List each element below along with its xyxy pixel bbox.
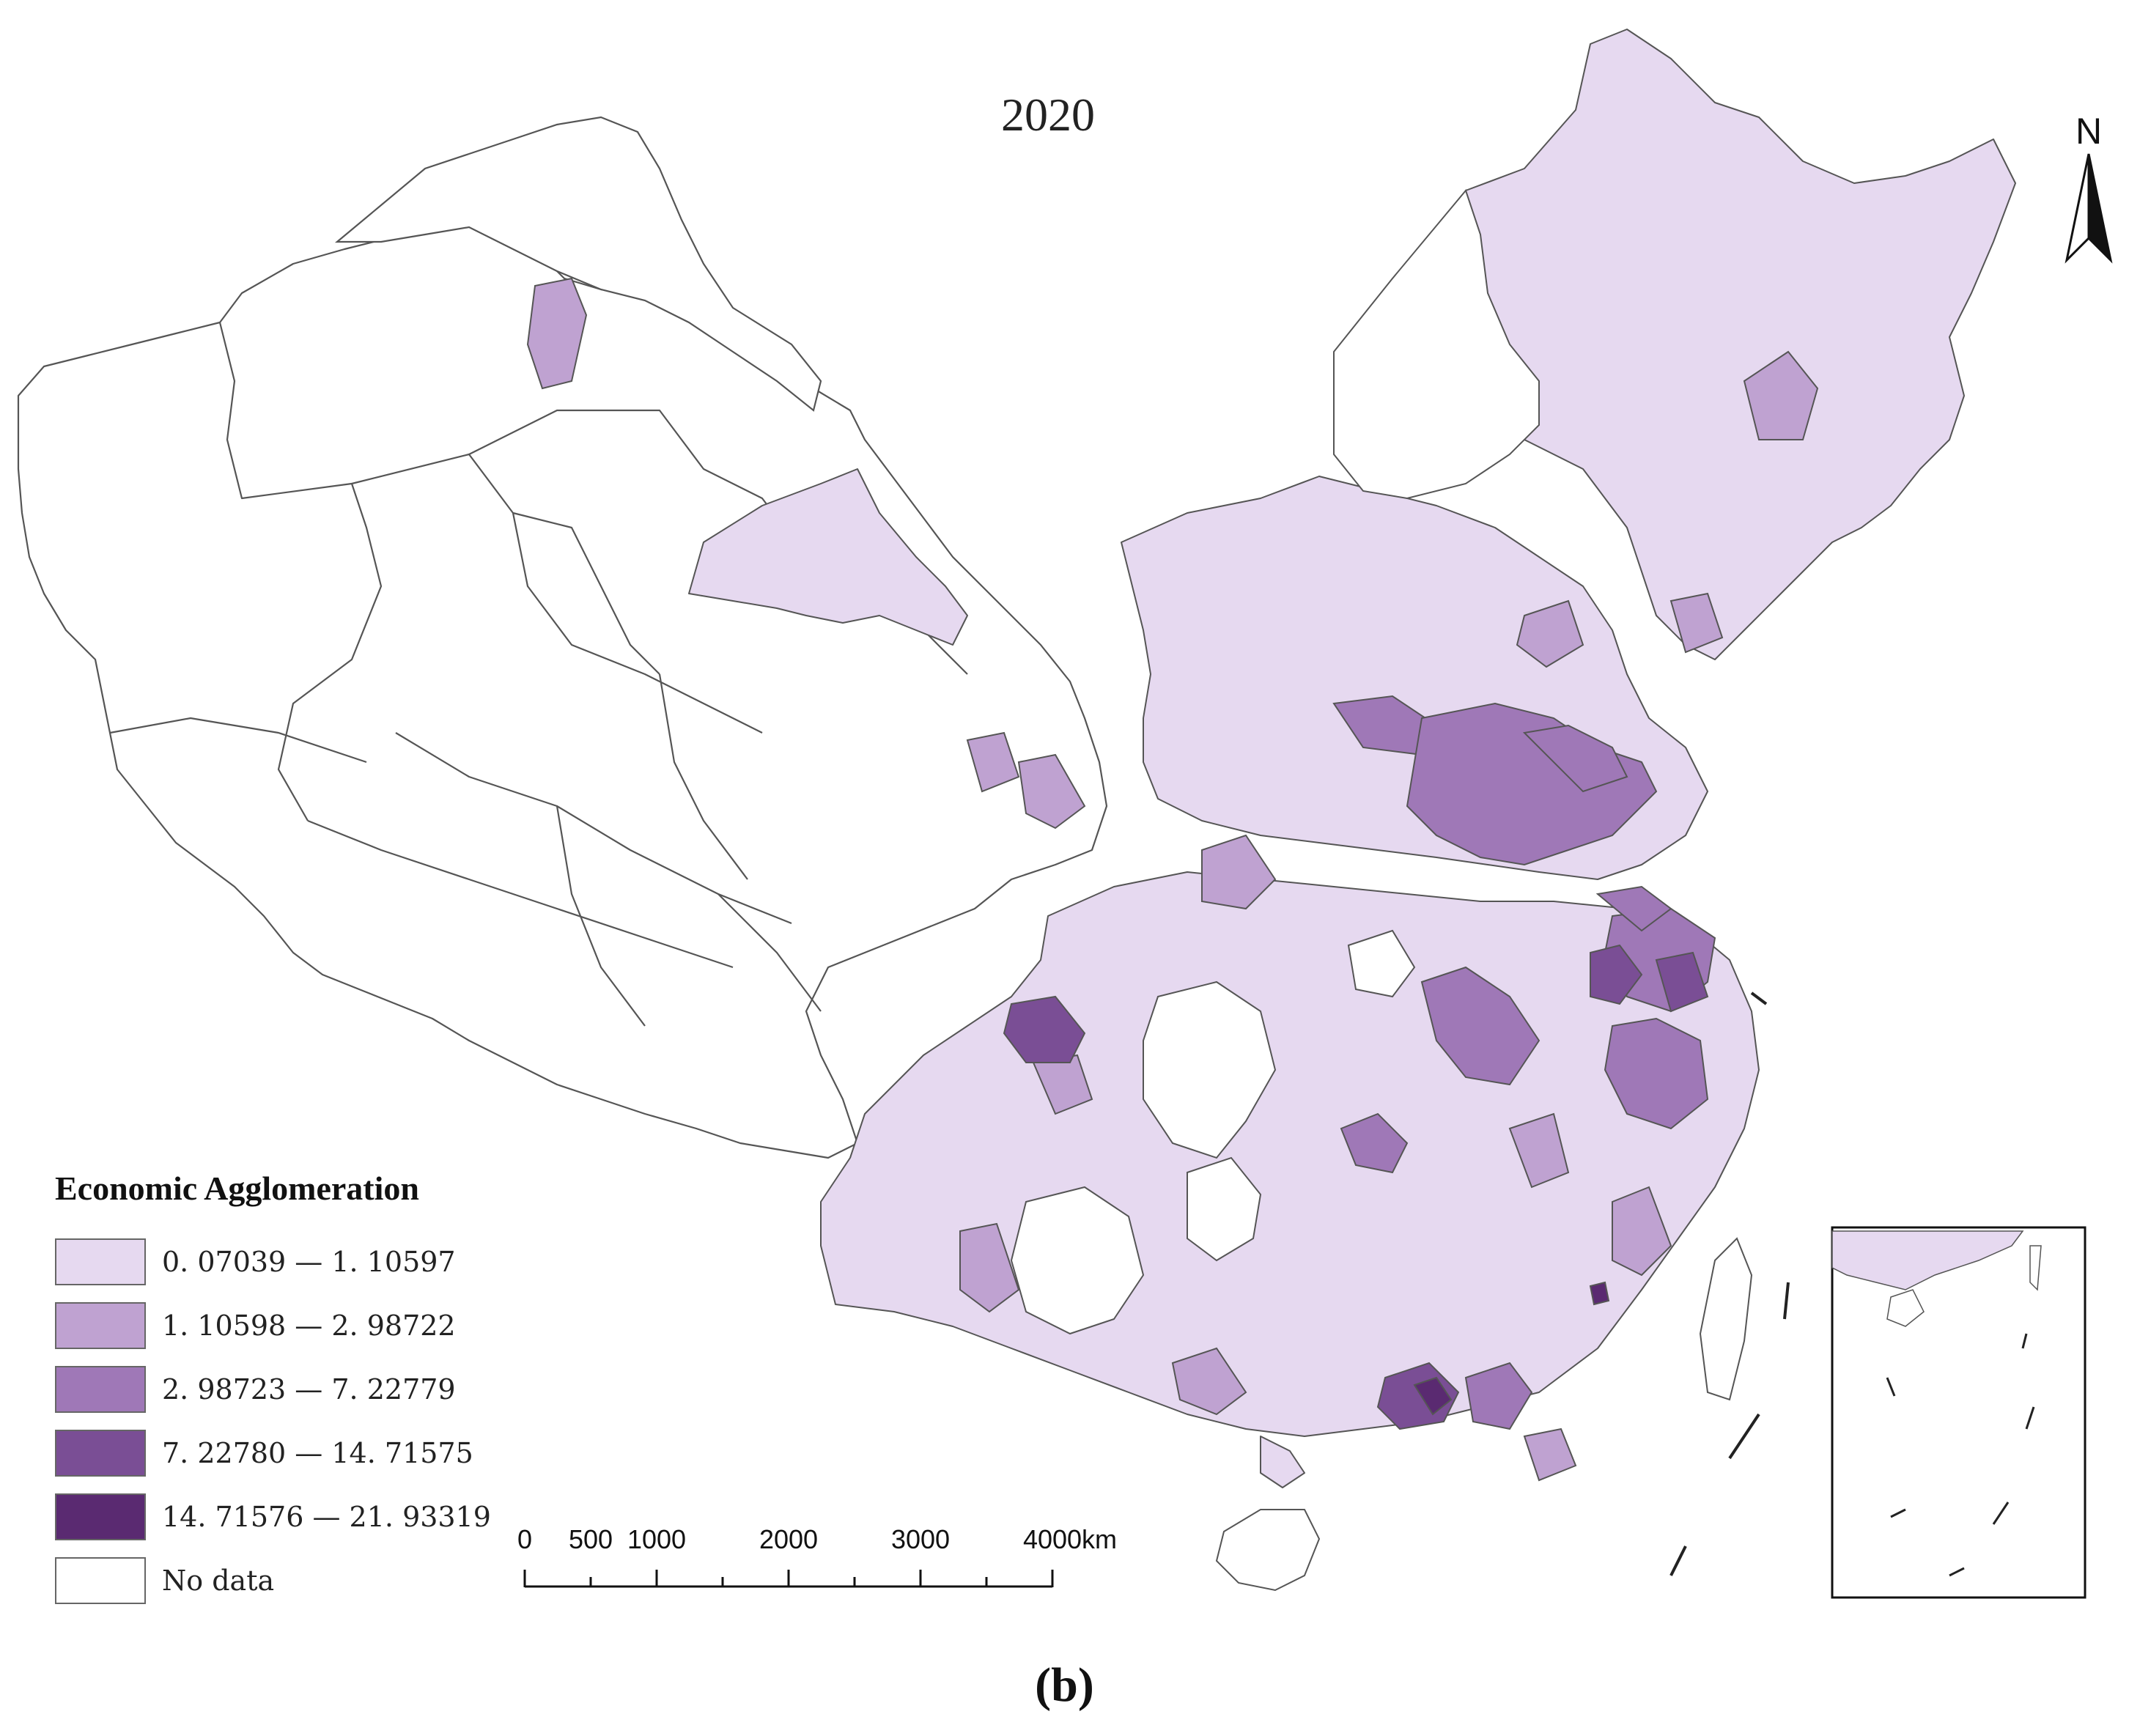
region-class5 (1413, 1281, 1610, 1416)
legend-swatch (55, 1493, 146, 1540)
legend-swatch (55, 1429, 146, 1477)
legend-item: 2. 98723 — 7. 22779 (55, 1357, 509, 1421)
scale-tick-2000: 2000 (759, 1524, 819, 1554)
scale-tick-4000: 4000 (1022, 1524, 1082, 1554)
legend-label: 14. 71576 — 21. 93319 (162, 1500, 491, 1533)
caption-label: (b) (1035, 1658, 1094, 1712)
region-gansu-strip (688, 468, 968, 646)
boundary-dashes (1669, 991, 1790, 1576)
legend-item: 1. 10598 — 2. 98722 (55, 1293, 509, 1357)
legend-label: 7. 22780 — 14. 71575 (162, 1436, 473, 1469)
legend: Economic Agglomeration 0. 07039 — 1. 105… (55, 1169, 509, 1612)
scale-bar: 0 500 1000 2000 3000 4000 km (513, 1524, 1117, 1605)
region-hainan (1215, 1509, 1321, 1592)
legend-title: Economic Agglomeration (55, 1170, 419, 1207)
scale-tick-0: 0 (517, 1524, 533, 1554)
figure-caption: (b) (0, 1658, 2129, 1713)
legend-swatch (55, 1238, 146, 1285)
legend-item: 7. 22780 — 14. 71575 (55, 1421, 509, 1485)
scale-tick-1000: 1000 (627, 1524, 687, 1554)
region-no-data-east (1010, 188, 1540, 1335)
legend-label: 1. 10598 — 2. 98722 (162, 1309, 456, 1342)
legend-swatch (55, 1556, 146, 1604)
north-arrow-icon (2065, 153, 2113, 264)
scale-bar-line (523, 1570, 1054, 1588)
legend-label: No data (162, 1564, 275, 1597)
region-hainan-tip (1260, 1436, 1305, 1488)
legend-item: No data (55, 1548, 509, 1612)
map-title: 2020 (1001, 89, 1095, 141)
north-label: N (2075, 111, 2103, 152)
legend-swatch (55, 1301, 146, 1349)
legend-item: 14. 71576 — 21. 93319 (55, 1485, 509, 1548)
legend-swatch (55, 1365, 146, 1413)
legend-item: 0. 07039 — 1. 10597 (55, 1230, 509, 1293)
inset-south-china-sea (1831, 1226, 2086, 1599)
region-northeast (1450, 29, 2016, 660)
legend-rows: 0. 07039 — 1. 10597 1. 10598 — 2. 98722 2.… (55, 1230, 509, 1612)
region-class2 (526, 277, 1819, 1482)
scale-tick-3000: 3000 (890, 1524, 951, 1554)
scale-tick-500: 500 (568, 1524, 613, 1554)
north-arrow: N (2059, 110, 2118, 271)
legend-label: 0. 07039 — 1. 10597 (162, 1245, 456, 1278)
region-taiwan (1699, 1237, 1753, 1401)
region-class4 (1003, 944, 1709, 1430)
scale-unit: km (1082, 1524, 1117, 1554)
region-no-data-north-xinjiang (334, 116, 822, 412)
legend-label: 2. 98723 — 7. 22779 (162, 1373, 456, 1406)
